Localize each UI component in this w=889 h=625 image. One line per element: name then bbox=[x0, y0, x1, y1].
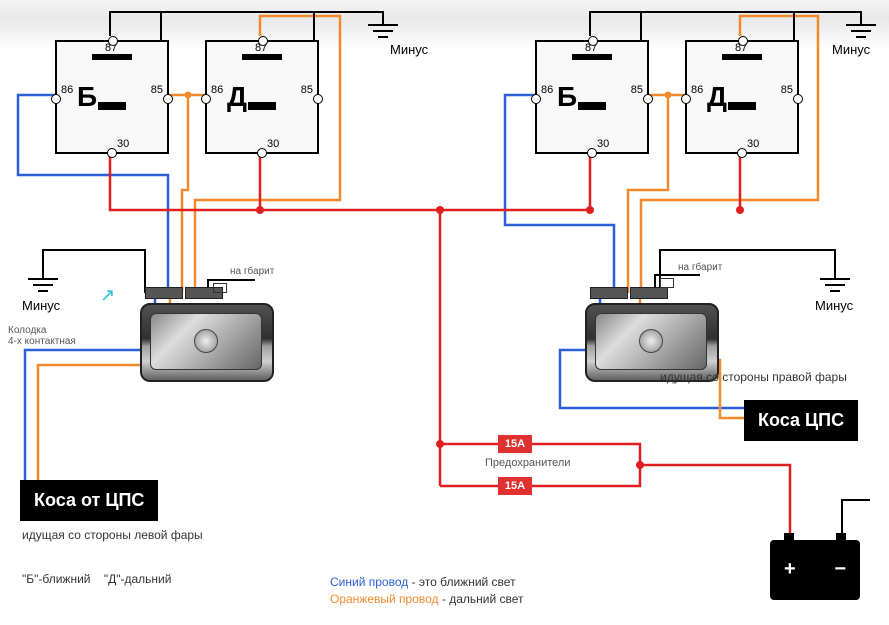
headlight-left bbox=[130, 295, 280, 385]
d-legend: "Д"-дальний bbox=[104, 572, 172, 586]
arrow-icon: ↗ bbox=[100, 285, 115, 306]
caption-left-side: идущая со стороны левой фары bbox=[22, 528, 203, 542]
bd-legend: "Б"-ближний "Д"-дальний bbox=[22, 572, 171, 586]
kolodka-label: Колодка 4-х контактная bbox=[8, 325, 76, 347]
relay-right-b: Б 86 87 85 30 bbox=[535, 40, 649, 154]
cps-left-box: Коса от ЦПС bbox=[20, 480, 158, 521]
relay-right-d: Д 86 87 85 30 bbox=[685, 40, 799, 154]
legend-orange: Оранжевый провод - дальний свет bbox=[330, 592, 524, 606]
fuse-top: 15А bbox=[498, 435, 532, 453]
ground-top-right bbox=[846, 22, 876, 44]
fuse-bottom: 15А bbox=[498, 477, 532, 495]
ground-mid-right bbox=[820, 276, 850, 298]
ground-mid-left bbox=[28, 276, 58, 298]
caption-right-side: идущая со стороны правой фары bbox=[660, 370, 847, 384]
gbarit-label-left: на гбарит bbox=[230, 266, 274, 277]
gbarit-label-right: на гбарит bbox=[678, 262, 722, 273]
ground-mid-left-label: Минус bbox=[22, 298, 60, 313]
ground-top-left bbox=[368, 22, 398, 44]
fuse-caption: Предохранители bbox=[485, 457, 571, 469]
ground-top-right-label: Минус bbox=[832, 42, 870, 57]
battery: + − bbox=[770, 540, 860, 600]
b-legend: "Б"-ближний bbox=[22, 572, 91, 586]
legend-blue: Синий провод - это ближний свет bbox=[330, 575, 516, 589]
ground-top-left-label: Минус bbox=[390, 42, 428, 57]
cps-right-box: Коса ЦПС bbox=[744, 400, 858, 441]
ground-mid-right-label: Минус bbox=[815, 298, 853, 313]
gbarit-box-right bbox=[660, 278, 674, 288]
relay-left-d: Д 86 87 85 30 bbox=[205, 40, 319, 154]
relay-left-b: Б 86 87 85 30 bbox=[55, 40, 169, 154]
gbarit-box-left bbox=[213, 283, 227, 293]
